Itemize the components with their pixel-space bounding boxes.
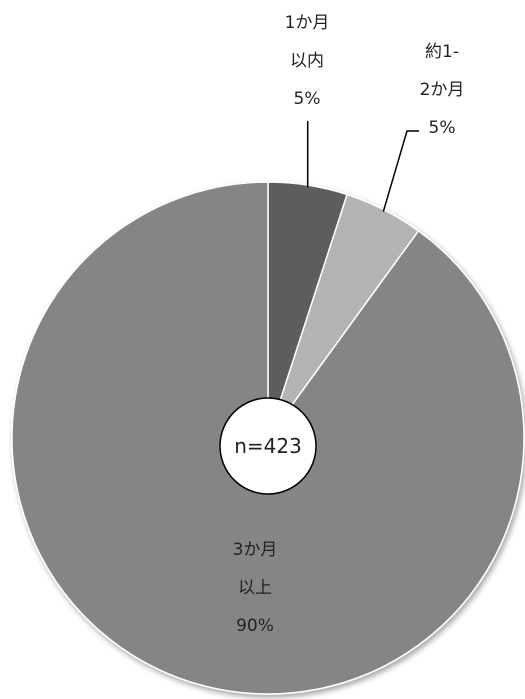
sample-size-label: n=423 <box>234 434 302 458</box>
slice-value-label: 5% <box>429 118 456 138</box>
slice-label-line: 2か月 <box>420 80 465 100</box>
slice-label-line: 3か月 <box>233 540 278 560</box>
slice-label-line: 約1- <box>425 42 459 62</box>
leader-line-about-1-2-months <box>383 131 419 212</box>
slice-label-line: 以上 <box>238 578 272 598</box>
slice-label-3-months-or-more: 3か月 以上 90% <box>233 540 278 636</box>
slice-value-label: 90% <box>236 616 274 636</box>
slice-label-about-1-2-months: 約1- 2か月 5% <box>420 42 465 138</box>
slice-label-within-1-month: 1か月 以内 5% <box>285 13 330 109</box>
slice-label-line: 以内 <box>290 51 324 71</box>
slice-value-label: 5% <box>294 89 321 109</box>
slice-label-line: 1か月 <box>285 13 330 33</box>
